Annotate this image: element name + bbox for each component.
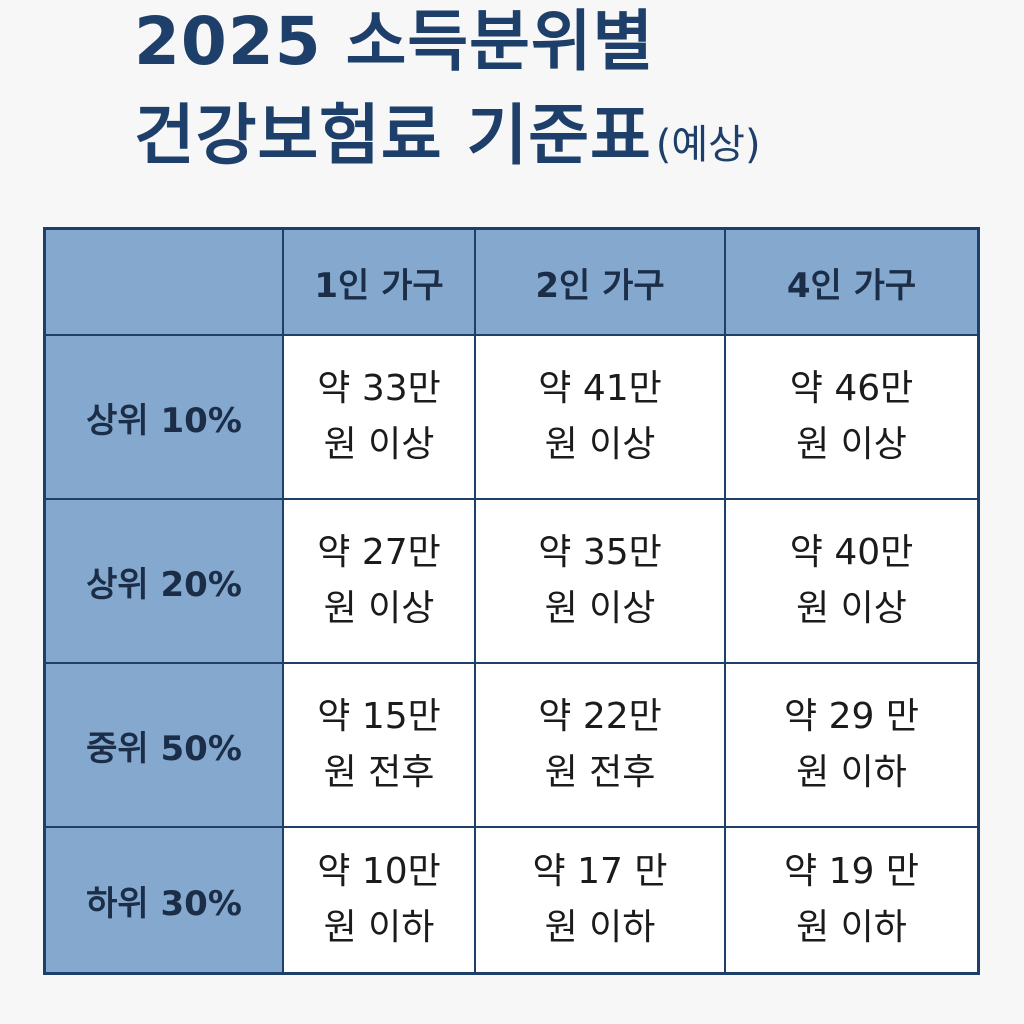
row-header-median-50: 중위 50% (46, 664, 282, 826)
cell-qualifier: 원 이상 (796, 588, 907, 629)
title-suffix: (예상) (655, 122, 761, 168)
column-header-4-person: 4인 가구 (726, 230, 977, 334)
cell-amount: 약 46만 (789, 368, 914, 409)
row-header-top-10: 상위 10% (46, 336, 282, 498)
cell-amount: 약 27만 (317, 532, 441, 573)
title-line-2: 건강보험료 기준표 (예상) (134, 96, 761, 185)
cell-qualifier: 원 이상 (323, 588, 435, 629)
cell-amount: 약 35만 (538, 532, 662, 573)
cell-qualifier: 원 전후 (323, 752, 435, 793)
cell-qualifier: 원 이하 (544, 907, 656, 948)
cell-qualifier: 원 이상 (544, 424, 656, 465)
row-header-bottom-30: 하위 30% (46, 828, 282, 972)
cell-amount: 약 19 만 (784, 851, 919, 892)
title-line-1: 2025 소득분위별 (134, 3, 655, 80)
cell-qualifier: 원 이하 (323, 907, 435, 948)
column-header-1-person: 1인 가구 (284, 230, 474, 334)
cell-amount: 약 40만 (789, 532, 914, 573)
cell-amount: 약 17 만 (532, 851, 668, 892)
cell-amount: 약 22만 (538, 696, 662, 737)
cell-amount: 약 10만 (317, 851, 441, 892)
column-header-2-person: 2인 가구 (476, 230, 724, 334)
cell-qualifier: 원 전후 (544, 752, 656, 793)
cell-amount: 약 41만 (538, 368, 662, 409)
table-corner-cell (46, 230, 282, 334)
row-header-top-20: 상위 20% (46, 500, 282, 662)
cell-qualifier: 원 이하 (796, 752, 907, 793)
title-line-2-text: 건강보험료 기준표 (134, 97, 652, 174)
cell-amount: 약 33만 (317, 368, 441, 409)
cell-qualifier: 원 이상 (323, 424, 435, 465)
cell-qualifier: 원 이상 (544, 588, 656, 629)
cell-qualifier: 원 이하 (796, 907, 907, 948)
cell-amount: 약 15만 (317, 696, 441, 737)
cell-qualifier: 원 이상 (796, 424, 907, 465)
cell-amount: 약 29 만 (784, 696, 919, 737)
